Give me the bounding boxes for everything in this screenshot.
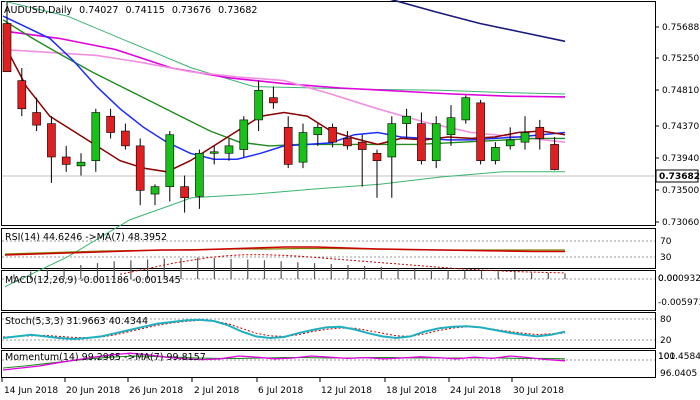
- current-price-value: 0.73682: [659, 172, 700, 182]
- bear-candle: [47, 123, 56, 158]
- bear-candle: [357, 141, 367, 150]
- bull-candle: [520, 132, 530, 143]
- stoch-axis-label: 80: [660, 315, 672, 325]
- date-label: 30 Jul 2018: [513, 386, 564, 396]
- bull-candle: [387, 123, 397, 158]
- rsi-line: [4, 246, 565, 256]
- bear-candle: [106, 115, 115, 133]
- date-axis: 14 Jun 2018 20 Jun 2018 26 Jun 2018 2 Ju…: [1, 378, 564, 396]
- bull-candle: [239, 119, 249, 150]
- bull-candle: [298, 132, 308, 163]
- price-tick-label: 0.73500: [662, 186, 699, 196]
- current-price-tag: [655, 169, 699, 183]
- stoch-label: Stoch(5,3,3) 31.9663 40.4344: [5, 316, 148, 327]
- date-label: 24 Jul 2018: [450, 386, 501, 396]
- momentum-axis-label: 101.4584: [658, 352, 700, 362]
- macd-axis-label: 0.000932: [658, 274, 700, 284]
- price-tick-label: 0.75250: [662, 54, 699, 64]
- bull-candle: [446, 117, 456, 136]
- bear-candle: [135, 145, 145, 191]
- price-tick-label: 0.73060: [662, 218, 699, 228]
- bull-candle: [313, 127, 323, 136]
- rsi-axis-label: 30: [660, 253, 672, 263]
- price-tick-label: 0.73940: [662, 154, 699, 164]
- price-tick-label: 0.74810: [662, 86, 699, 96]
- date-label: 26 Jun 2018: [129, 386, 183, 396]
- macd-signal-line: [119, 254, 566, 275]
- bull-candle: [505, 139, 515, 147]
- bear-candle: [372, 152, 382, 161]
- bear-candle: [180, 186, 189, 199]
- bull-candle: [431, 123, 441, 161]
- stoch-main-line: [2, 318, 566, 341]
- ohlc-low: 0.73676: [172, 5, 211, 16]
- ohlc-close: 0.73682: [218, 5, 257, 16]
- rsi-axis-label: 70: [660, 237, 672, 247]
- bear-candle: [2, 23, 12, 73]
- stoch-panel-frame: [1, 312, 656, 349]
- date-label: 12 Jul 2018: [321, 386, 372, 396]
- bull-candle: [254, 89, 263, 121]
- date-label: 6 Jul 2018: [258, 386, 303, 396]
- macd-axis-label: -0.005973: [658, 298, 700, 308]
- rsi-label: RSI(14) 44.6246 ->MA(7) 48.3952: [5, 232, 167, 243]
- bear-candle: [328, 127, 337, 143]
- ohlc-open: 0.74027: [79, 5, 118, 16]
- bull-candle: [165, 134, 175, 187]
- bull-candle: [224, 145, 234, 154]
- price-axis: 0.75688 0.75250 0.74810 0.74370 0.73940 …: [655, 23, 699, 228]
- bear-candle: [269, 97, 278, 104]
- indicator-lines: [2, 246, 566, 371]
- date-label: 14 Jun 2018: [4, 386, 58, 396]
- bear-candle: [535, 127, 545, 139]
- symbol-timeframe: AUDUSD,Daily: [4, 5, 73, 16]
- chart-title: AUDUSD,Daily 0.74027 0.74115 0.73676 0.7…: [4, 5, 257, 16]
- bear-candle: [121, 130, 130, 147]
- bear-candle: [417, 123, 426, 161]
- price-tick-label: 0.74370: [662, 122, 699, 132]
- momentum-axis-label: 100: [658, 352, 675, 362]
- date-label: 2 Jul 2018: [194, 386, 239, 396]
- macd-label: MACD(12,26,9) -0.001186 -0.001345: [5, 275, 181, 286]
- momentum-panel-frame: [1, 350, 656, 378]
- price-tick-label: 0.75688: [662, 23, 699, 33]
- momentum-axis-label: 96.0405: [660, 369, 697, 379]
- rsi-panel-frame: [1, 228, 656, 269]
- bear-candle: [343, 138, 352, 147]
- bear-candle: [61, 156, 71, 165]
- bull-candle: [491, 147, 500, 161]
- bear-candle: [550, 144, 559, 170]
- bull-candle: [150, 186, 160, 195]
- macd-panel-frame: [1, 270, 656, 311]
- bull-candle: [195, 152, 204, 197]
- date-label: 20 Jun 2018: [66, 386, 120, 396]
- price-panel-frame: [1, 1, 656, 226]
- momentum-label: Momentum(14) 99.2965 ->MA(7) 99.8157: [5, 352, 206, 363]
- long-ma-line: [389, 0, 566, 43]
- ohlc-high: 0.74115: [125, 5, 164, 16]
- bear-candle: [283, 127, 293, 165]
- envelope-lines: [4, 0, 566, 288]
- momentum-line: [2, 352, 566, 371]
- bull-candle: [402, 115, 411, 124]
- date-label: 18 Jul 2018: [386, 386, 437, 396]
- moving-averages: [2, 0, 566, 173]
- bull-candle: [209, 151, 219, 154]
- bear-candle: [17, 80, 27, 110]
- macd-axis-label: 0.00: [658, 274, 678, 284]
- bull-candle: [76, 161, 86, 167]
- bull-candle: [461, 97, 471, 121]
- bull-candle: [91, 112, 101, 161]
- stoch-axis-label: 20: [660, 336, 672, 346]
- bear-candle: [476, 102, 485, 161]
- bear-candle: [32, 112, 41, 126]
- upper-band-line: [4, 0, 566, 95]
- ma-pink-line: [2, 48, 566, 143]
- lower-band-line: [4, 171, 565, 288]
- candlesticks: [2, 1, 559, 213]
- ma-magenta-line: [2, 30, 566, 98]
